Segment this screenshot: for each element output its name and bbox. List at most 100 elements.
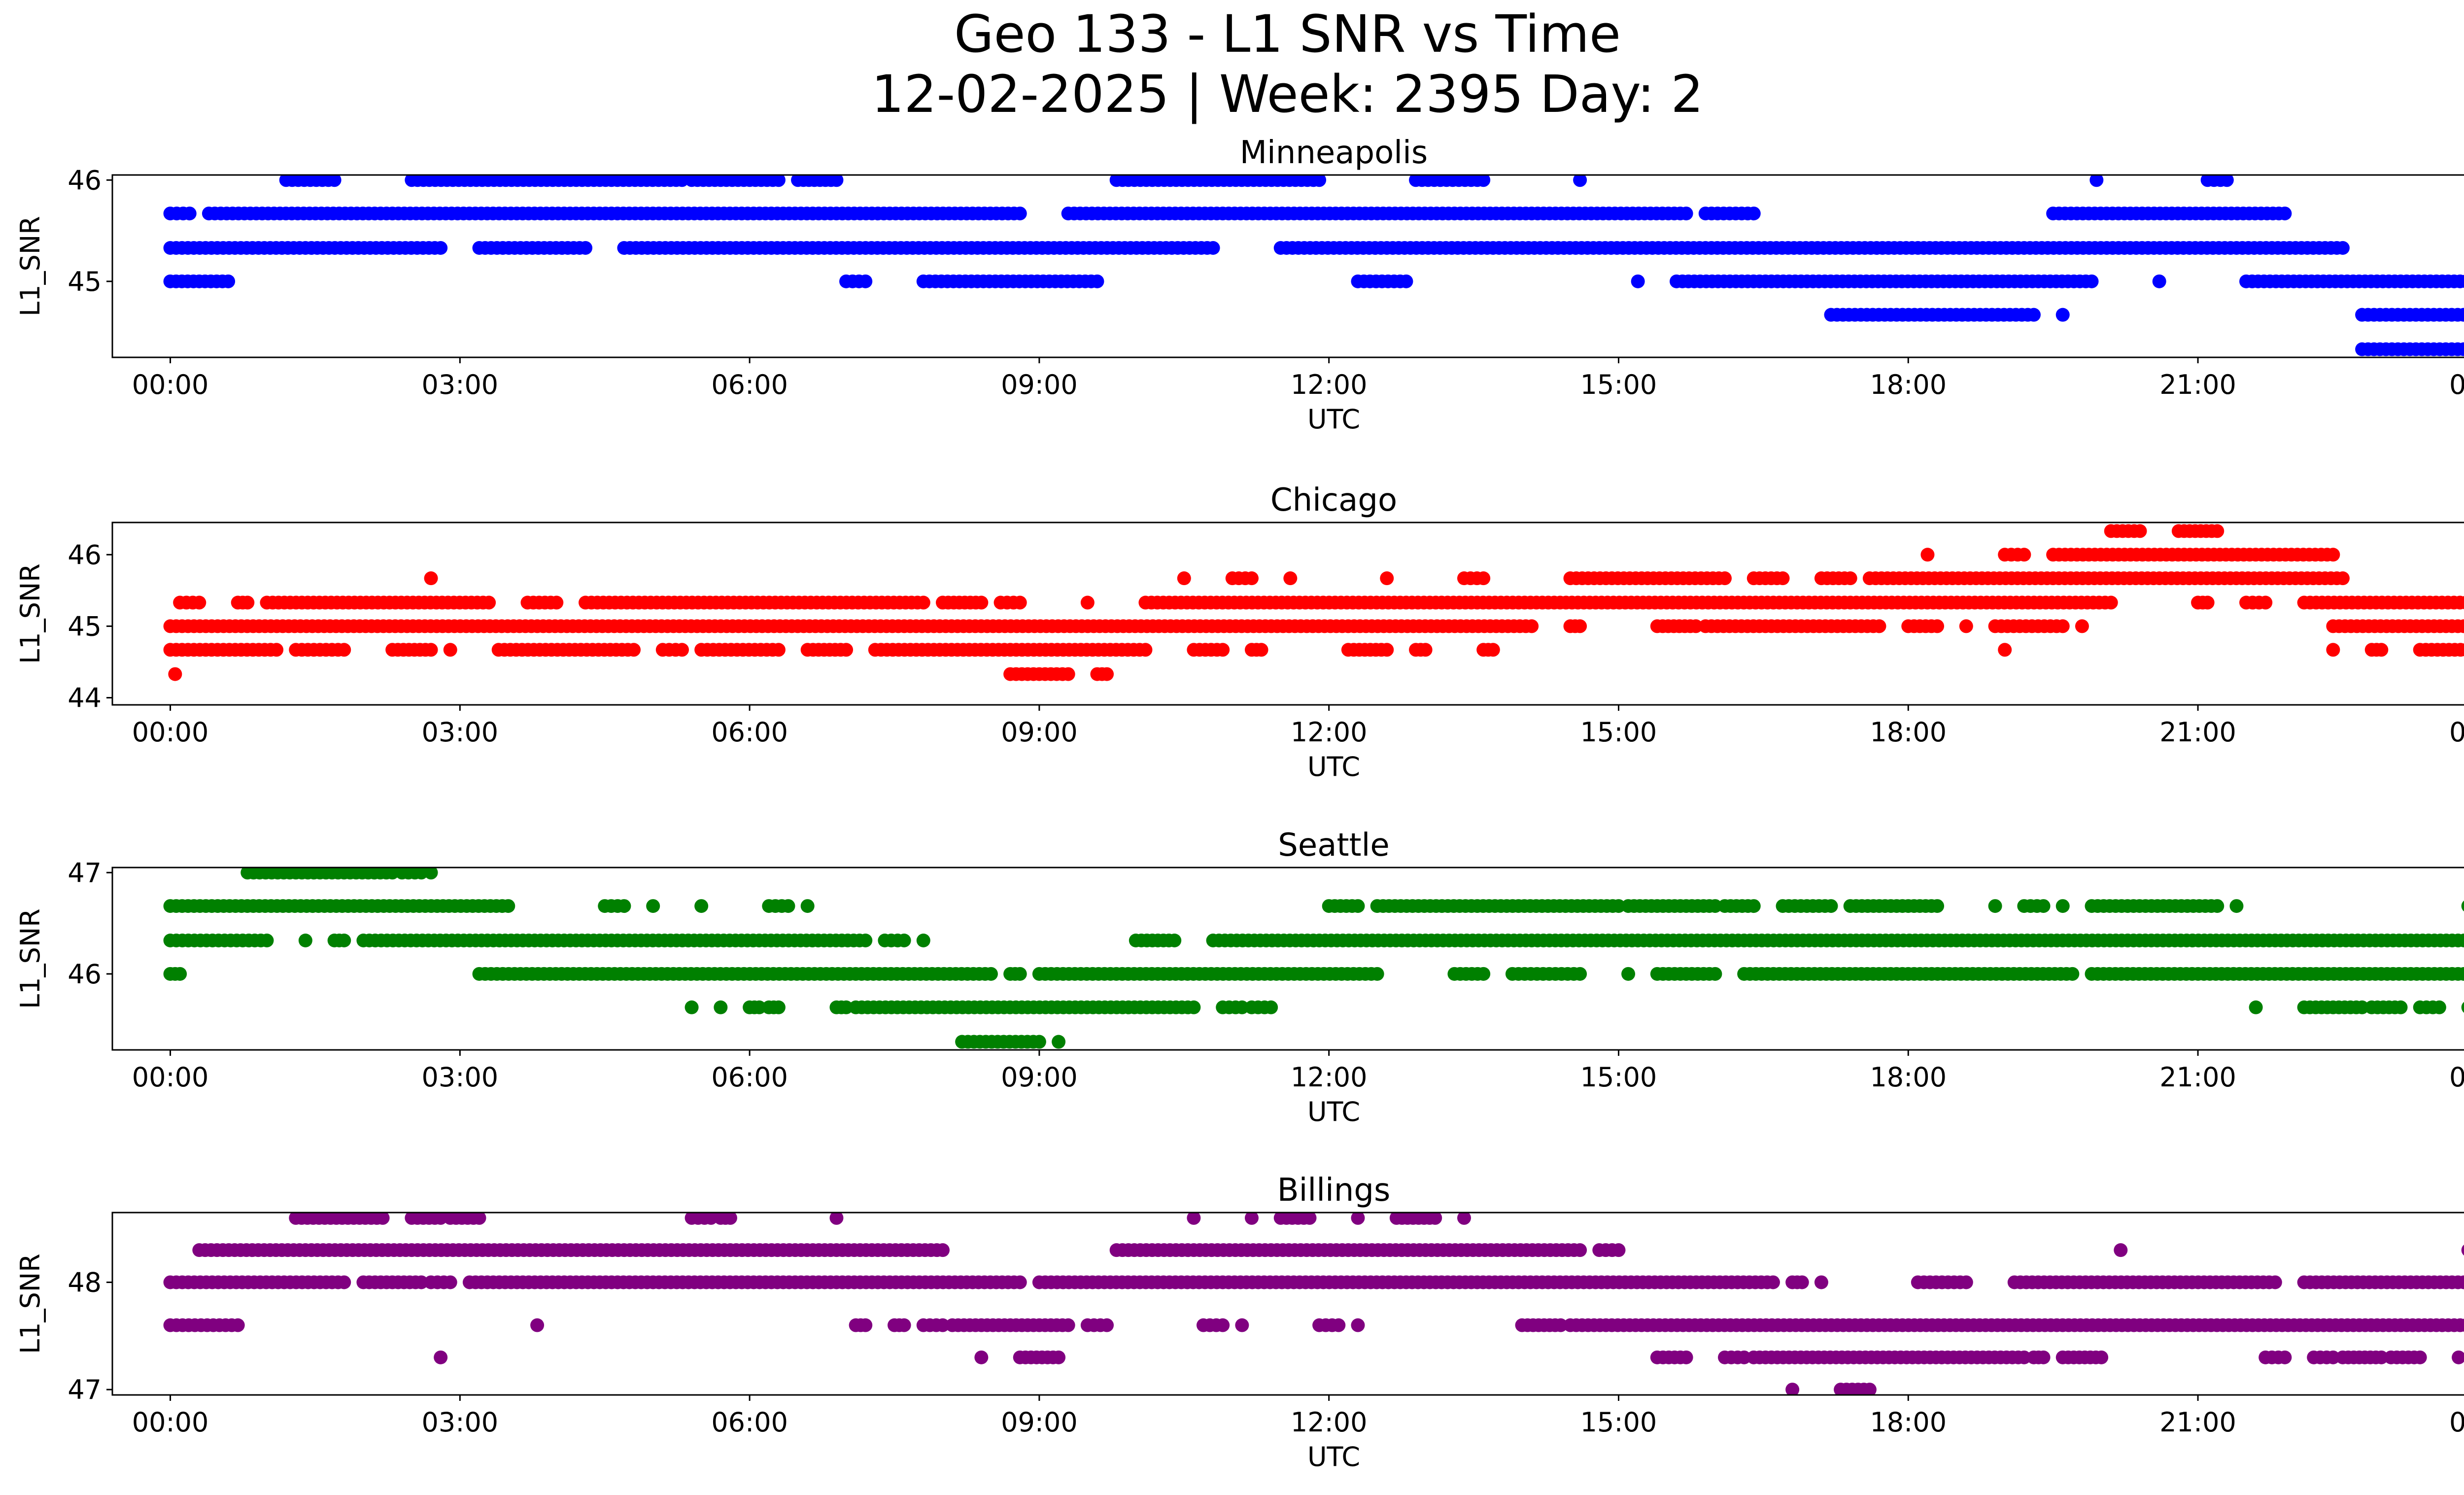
data-point bbox=[1380, 571, 1394, 586]
data-point bbox=[1264, 1000, 1278, 1014]
data-point bbox=[1235, 1000, 1249, 1014]
data-point bbox=[472, 1213, 486, 1225]
data-point bbox=[2114, 1243, 2128, 1257]
y-tick-label: 45 bbox=[68, 611, 102, 642]
data-point bbox=[974, 595, 989, 610]
data-point bbox=[1718, 571, 1732, 586]
panel-title: Minneapolis bbox=[1240, 135, 1428, 171]
data-point bbox=[2457, 967, 2464, 981]
x-tick-label: 15:00 bbox=[1580, 1407, 1657, 1438]
data-point bbox=[192, 595, 206, 610]
data-point bbox=[1746, 207, 1761, 221]
data-point bbox=[1187, 1213, 1201, 1225]
data-point bbox=[1621, 967, 1636, 981]
data-point bbox=[2459, 643, 2464, 657]
data-point bbox=[1679, 1350, 1693, 1364]
data-point bbox=[434, 241, 448, 255]
data-point bbox=[2459, 275, 2464, 288]
data-point bbox=[897, 1318, 911, 1332]
data-point bbox=[1100, 667, 1114, 681]
data-point bbox=[1486, 643, 1500, 657]
data-point bbox=[337, 643, 351, 657]
panel-chicago: 00:00 03:00 06:00 09:00 12:00 15:00 18:00 21:00… bbox=[15, 482, 2464, 782]
panel-title: Chicago bbox=[1270, 482, 1397, 519]
data-point bbox=[1100, 1318, 1114, 1332]
figure-title-line-1: Geo 133 - L1 SNR vs Time bbox=[954, 4, 1621, 64]
x-tick-label: 15:00 bbox=[1580, 1062, 1657, 1093]
x-axis-label: UTC bbox=[1307, 1441, 1360, 1472]
data-point bbox=[2017, 1350, 2031, 1364]
data-point bbox=[858, 934, 873, 947]
data-point bbox=[2278, 1350, 2292, 1364]
y-axis-label: L1_SNR bbox=[15, 908, 46, 1009]
data-point bbox=[675, 643, 689, 657]
x-tick-label: 09:00 bbox=[1001, 1062, 1078, 1093]
data-point bbox=[1998, 643, 2012, 657]
data-point bbox=[1167, 934, 1182, 947]
x-tick-label: 15:00 bbox=[1580, 717, 1657, 748]
data-point bbox=[723, 1213, 737, 1225]
data-point bbox=[800, 899, 815, 913]
data-point bbox=[327, 175, 342, 187]
data-point bbox=[1476, 967, 1491, 981]
data-point bbox=[270, 643, 284, 657]
data-point bbox=[2152, 274, 2166, 288]
y-axis-label: L1_SNR bbox=[15, 563, 46, 664]
data-point bbox=[1843, 571, 1857, 586]
x-tick-label: 03:00 bbox=[422, 1062, 499, 1093]
data-point bbox=[771, 175, 786, 187]
data-point bbox=[2229, 899, 2244, 913]
panel-billings: 00:00 03:00 06:00 09:00 12:00 15:00 18:00 21:00… bbox=[15, 1172, 2464, 1472]
data-point bbox=[1254, 643, 1268, 657]
x-tick-label: 21:00 bbox=[2159, 369, 2236, 400]
data-point bbox=[781, 899, 795, 913]
data-point bbox=[1476, 571, 1491, 586]
x-tick-label: 03:00 bbox=[422, 369, 499, 400]
data-point bbox=[1080, 595, 1095, 610]
data-point bbox=[2026, 308, 2041, 322]
data-point bbox=[2452, 1350, 2464, 1364]
data-point bbox=[1611, 1243, 1626, 1257]
data-point bbox=[1428, 1213, 1442, 1225]
data-point bbox=[434, 1350, 448, 1364]
data-point bbox=[694, 899, 709, 913]
y-tick-label: 45 bbox=[68, 266, 102, 297]
data-point bbox=[1795, 1275, 1809, 1289]
data-point bbox=[1351, 899, 1365, 913]
data-point bbox=[1611, 899, 1626, 913]
data-point bbox=[414, 1275, 428, 1289]
data-point bbox=[2463, 970, 2464, 978]
data-point bbox=[2335, 571, 2350, 586]
data-point bbox=[829, 175, 844, 187]
x-axis-label: UTC bbox=[1307, 404, 1360, 435]
data-point bbox=[1785, 1383, 1800, 1395]
data-point bbox=[617, 899, 631, 913]
data-point bbox=[1988, 899, 2002, 913]
axes-frame bbox=[111, 174, 2464, 358]
panel-title: Seattle bbox=[1278, 827, 1390, 864]
data-point bbox=[298, 934, 312, 947]
data-point bbox=[1824, 899, 1838, 913]
data-point bbox=[443, 643, 457, 657]
data-point bbox=[1708, 967, 1722, 981]
panel-seattle: 00:00 03:00 06:00 09:00 12:00 15:00 18:00 21:00… bbox=[15, 827, 2464, 1127]
data-point bbox=[1689, 619, 1703, 633]
data-point bbox=[1351, 1318, 1365, 1332]
data-point bbox=[1553, 1318, 1568, 1332]
data-point bbox=[1930, 619, 1945, 633]
data-point bbox=[1061, 667, 1075, 681]
y-tick-label: 47 bbox=[68, 1374, 102, 1405]
data-point bbox=[2326, 643, 2340, 657]
data-point bbox=[2461, 1245, 2464, 1256]
data-point bbox=[530, 1318, 545, 1332]
data-point bbox=[231, 1318, 245, 1332]
data-point bbox=[2374, 643, 2389, 657]
data-point bbox=[1244, 571, 1259, 586]
data-point bbox=[1418, 643, 1433, 657]
data-points bbox=[163, 175, 2464, 356]
x-tick-label: 18:00 bbox=[1870, 369, 1947, 400]
data-point bbox=[2249, 1000, 2263, 1014]
x-tick-label: 18:00 bbox=[1870, 1407, 1947, 1438]
data-point bbox=[1631, 274, 1645, 288]
